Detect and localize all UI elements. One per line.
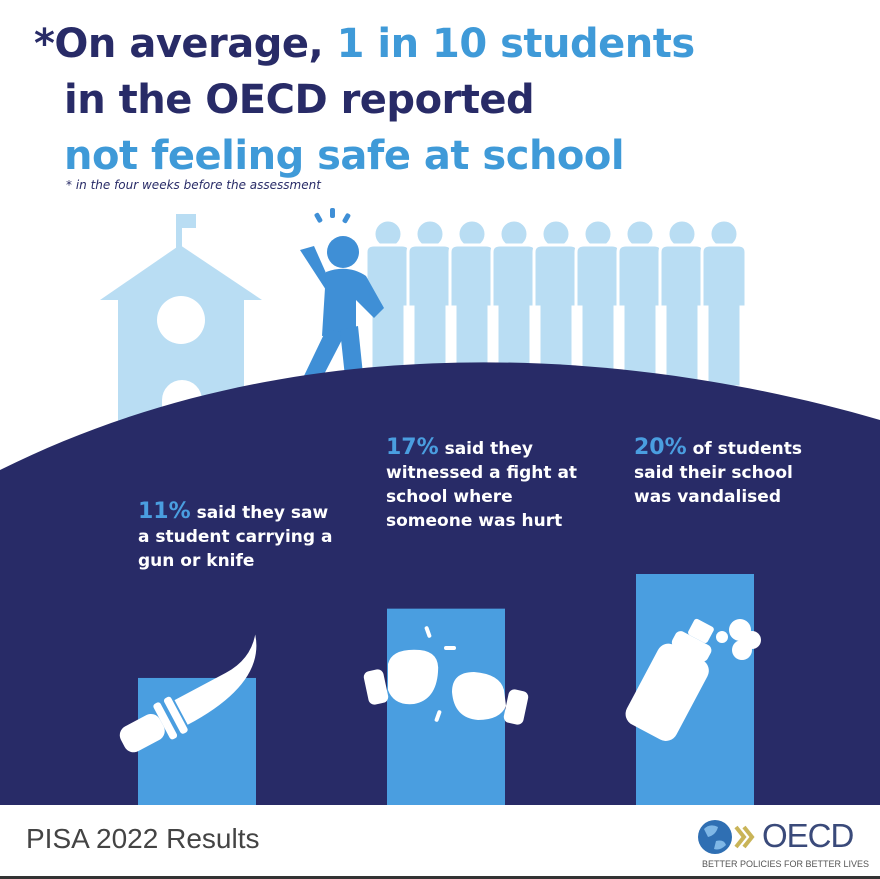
- stat-3-percent: 20%: [634, 435, 687, 460]
- unsafe-student-figure: [300, 208, 384, 386]
- spray-can-icon: [625, 618, 761, 741]
- oecd-name: OECD: [762, 817, 854, 854]
- student-figure: [532, 218, 580, 389]
- bottom-rule: [0, 876, 880, 879]
- publication-title: PISA 2022 Results: [26, 823, 260, 854]
- stat-3-text: of students said their school was vandal…: [634, 439, 802, 507]
- stat-1-text: said they saw a student carrying a gun o…: [138, 503, 333, 571]
- fists-icon: [363, 626, 529, 725]
- stat-2-text: said they witnessed a fight at school wh…: [386, 439, 578, 531]
- headline-highlight: 1 in 10 students: [336, 21, 696, 67]
- footnote: * in the four weeks before the assessmen…: [66, 178, 321, 192]
- oecd-logo[interactable]: OECD BETTER POLICIES FOR BETTER LIVES: [696, 815, 870, 875]
- students-row: [364, 218, 748, 389]
- stat-1: 11% said they saw a student carrying a g…: [138, 500, 338, 573]
- footer: PISA 2022 Results OECD BETTER POLICIES F…: [0, 805, 880, 879]
- knife-icon: [119, 634, 257, 753]
- headline: *On average, 1 in 10 students in the OEC…: [34, 16, 695, 184]
- student-figure: [448, 218, 496, 389]
- student-figure: [658, 218, 706, 389]
- headline-prefix: *On average,: [34, 21, 337, 67]
- stat-1-percent: 11%: [138, 499, 191, 524]
- student-figure: [616, 218, 664, 389]
- headline-line-3: not feeling safe at school: [64, 133, 625, 179]
- student-figure: [574, 218, 622, 389]
- student-figure: [406, 218, 454, 389]
- student-figure: [490, 218, 538, 389]
- headline-line-2: in the OECD reported: [64, 77, 535, 123]
- oecd-tagline: BETTER POLICIES FOR BETTER LIVES: [702, 859, 870, 869]
- stat-2-percent: 17%: [386, 435, 439, 460]
- stat-2: 17% said they witnessed a fight at schoo…: [386, 436, 586, 533]
- stat-3: 20% of students said their school was va…: [634, 436, 834, 509]
- student-figure: [700, 218, 748, 389]
- globe-icon: [698, 820, 755, 854]
